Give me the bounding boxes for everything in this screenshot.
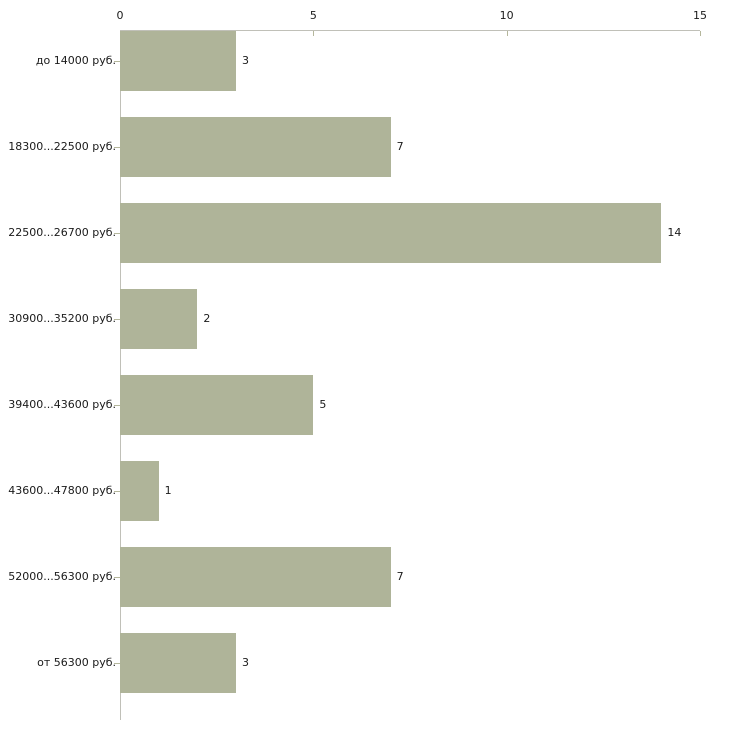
bar-value-label: 7 [396, 570, 404, 583]
x-axis-tick-label: 0 [116, 9, 124, 22]
bar-value-label: 14 [667, 226, 682, 239]
y-axis-tick [114, 233, 120, 234]
x-axis-tick-label: 5 [309, 9, 317, 22]
bar-value-label: 5 [319, 398, 327, 411]
bar [120, 633, 236, 693]
bar-value-label: 2 [203, 312, 211, 325]
bar [120, 203, 662, 263]
y-axis-tick [114, 577, 120, 578]
bar-value-label: 3 [242, 54, 249, 67]
x-axis-tick [506, 31, 508, 36]
y-axis-tick [114, 663, 120, 664]
y-axis-tick [114, 491, 120, 492]
y-axis-category-label: 52000...56300 руб. [8, 570, 116, 583]
bar-value-label: 1 [164, 484, 172, 497]
y-axis-tick [114, 147, 120, 148]
x-axis-tick [700, 31, 701, 36]
bar [120, 547, 391, 607]
bar [120, 289, 198, 349]
x-axis-tick-label: 10 [499, 9, 514, 22]
bar-value-label: 7 [396, 140, 404, 153]
bar [120, 375, 314, 435]
bar [120, 461, 159, 521]
y-axis-category-label: до 14000 руб. [35, 54, 116, 67]
x-axis-tick-label: 15 [693, 9, 707, 22]
bar [120, 117, 391, 177]
y-axis-category-label: 43600...47800 руб. [8, 484, 116, 497]
x-axis-tick [313, 31, 315, 36]
y-axis-category-label: 22500...26700 руб. [8, 226, 116, 239]
y-axis-tick [114, 61, 120, 62]
bar-value-label: 3 [242, 656, 249, 669]
y-axis-tick [114, 319, 120, 320]
y-axis-category-label: 30900...35200 руб. [8, 312, 116, 325]
x-axis-line [120, 30, 700, 31]
y-axis-category-label: 39400...43600 руб. [8, 398, 116, 411]
y-axis-category-label: от 56300 руб. [37, 656, 116, 669]
y-axis-category-label: 18300...22500 руб. [8, 140, 116, 153]
bar [120, 31, 236, 91]
y-axis-tick [114, 405, 120, 406]
